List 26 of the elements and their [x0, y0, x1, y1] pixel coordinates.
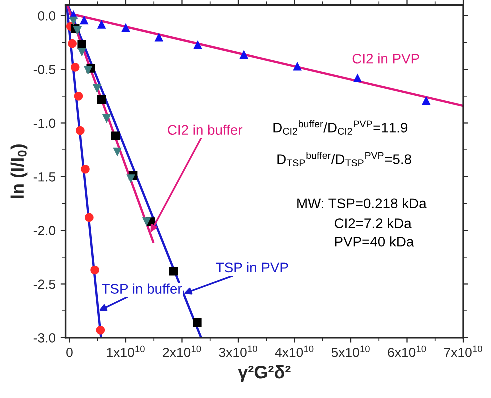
annotation: CI2 in buffer — [168, 124, 243, 136]
y-tick-label: -1.0 — [34, 118, 56, 128]
x-tick-label: 1x10$^{10}$ — [107, 346, 145, 358]
annotation: D$_{TSP}$$^{buffer}$/D$_{TSP}$$^{PVP}$=5.8 — [278, 152, 412, 167]
y-tick-label: -3.0 — [34, 333, 56, 343]
annotation: MW: TSP=0.218 kDa — [298, 198, 427, 209]
x-tick-label: 6x10$^{10}$ — [388, 346, 426, 358]
x-tick-label: 7x10$^{10}$ — [444, 346, 482, 358]
x-tick-label: 4x10$^{10}$ — [275, 346, 314, 358]
annotation: TSP in PVP — [216, 262, 288, 273]
x-tick-label: 3x10$^{10}$ — [219, 346, 258, 358]
y-tick-label: 0.0 — [38, 11, 56, 21]
annotation: CI2=7.2 kDa — [334, 218, 412, 229]
annotation: TSP in buffer — [102, 284, 182, 294]
x-tick-label: 0 — [66, 348, 73, 358]
y-axis-title: ln (I/I$_{0}$) — [10, 144, 28, 198]
annotation: D$_{CI2}$$^{buffer}$/D$_{CI2}$$^{PVP}$=11.9 — [274, 120, 408, 135]
x-tick-label: 2x10$^{10}$ — [163, 346, 202, 358]
x-axis-title: γ²G²δ² — [238, 365, 291, 382]
y-tick-label: -0.5 — [34, 65, 56, 74]
x-tick-label: 5x10$^{10}$ — [332, 346, 370, 358]
y-tick-label: -1.5 — [34, 172, 56, 182]
annotation: PVP=40 kDa — [335, 236, 414, 247]
y-tick-label: -2.0 — [34, 226, 56, 236]
y-tick-label: -2.5 — [34, 280, 56, 290]
annotation: CI2 in PVP — [352, 54, 420, 64]
